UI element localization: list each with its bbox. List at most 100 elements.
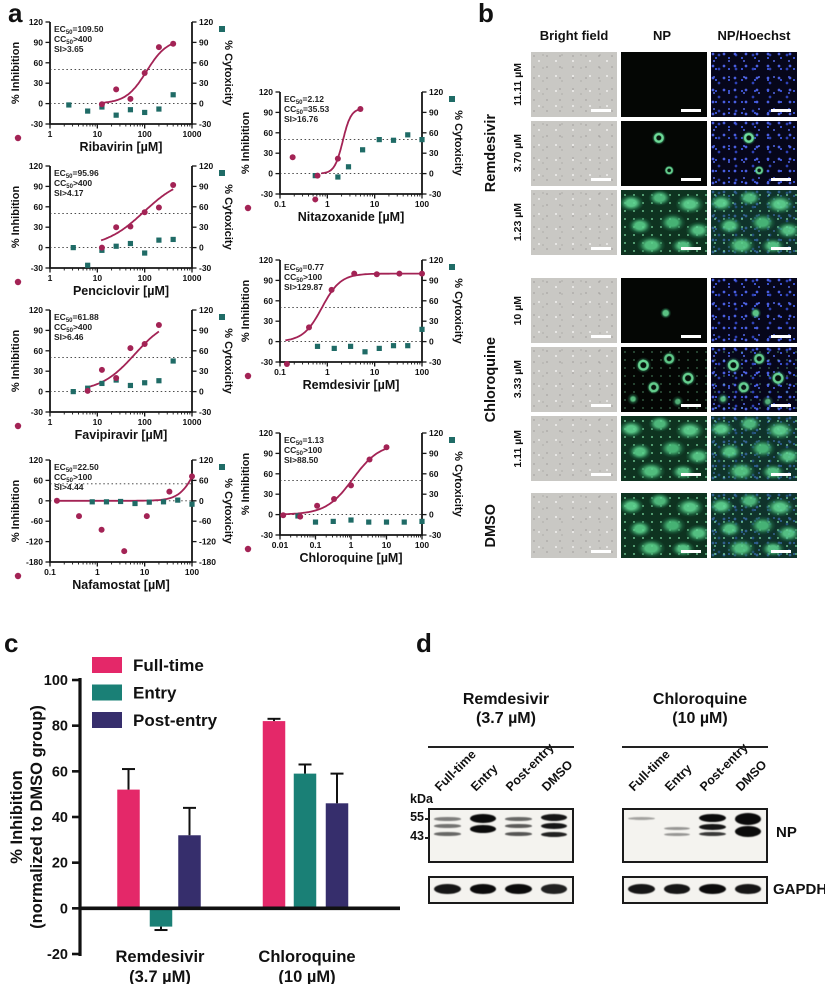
svg-text:CC50>400: CC50>400 [54, 34, 92, 46]
svg-text:120: 120 [259, 87, 273, 97]
gapdh-band [699, 884, 726, 894]
gapdh-band-label: GAPDH [773, 881, 825, 898]
svg-text:1: 1 [349, 540, 354, 550]
micro-cell-row4-brightfield [531, 347, 617, 412]
np-band [434, 824, 461, 828]
svg-text:(normalized to DMSO group): (normalized to DMSO group) [28, 705, 46, 929]
svg-text:10: 10 [382, 540, 392, 550]
svg-text:% Cytoxicity: % Cytoxicity [452, 278, 464, 344]
svg-text:60: 60 [34, 475, 44, 485]
svg-text:100: 100 [415, 199, 429, 209]
concentration-label: 11.11 µM [510, 52, 526, 117]
panel-b-col-header-1: NP [652, 28, 672, 43]
concentration-label: 10 µM [510, 278, 526, 343]
svg-text:120: 120 [199, 455, 213, 465]
micro-cell-row4-np-hoechst [711, 347, 797, 412]
svg-text:120: 120 [29, 161, 43, 171]
micro-cell-row2-brightfield [531, 190, 617, 255]
scale-bar [771, 473, 791, 476]
gapdh-band [628, 884, 655, 894]
svg-text:CC50=35.53: CC50=35.53 [284, 104, 329, 116]
micro-cell-row3-np [621, 278, 707, 343]
scale-bar [771, 550, 791, 553]
svg-text:120: 120 [259, 428, 273, 438]
panel-b-microscopy-grid: Bright field NP NP/Hoechst 11.11 µM 3.70 µM 1… [478, 0, 825, 575]
svg-text:% Inhibition: % Inhibition [8, 770, 26, 863]
svg-text:0: 0 [429, 510, 434, 520]
svg-text:10: 10 [93, 417, 103, 427]
scale-bar [771, 178, 791, 181]
svg-text:-20: -20 [47, 947, 68, 963]
np-band [505, 817, 532, 821]
svg-text:30: 30 [199, 78, 209, 88]
svg-text:120: 120 [29, 305, 43, 315]
svg-text:EC50=95.96: EC50=95.96 [54, 168, 99, 180]
fluorescence-overlay [711, 278, 797, 343]
np-band [434, 817, 461, 821]
svg-text:30: 30 [264, 316, 274, 326]
svg-text:0: 0 [268, 169, 273, 179]
svg-text:120: 120 [29, 17, 43, 27]
svg-text:EC50=61.88: EC50=61.88 [54, 312, 99, 324]
svg-text:1: 1 [48, 273, 53, 283]
gapdh-band [434, 884, 461, 894]
svg-text:10: 10 [93, 129, 103, 139]
svg-text:-120: -120 [26, 537, 43, 547]
svg-text:60: 60 [199, 202, 209, 212]
svg-text:% Cytoxicity: % Cytoxicity [222, 328, 234, 394]
svg-text:1: 1 [48, 129, 53, 139]
svg-text:0: 0 [429, 337, 434, 347]
svg-text:60: 60 [199, 346, 209, 356]
concentration-text: 1.23 µM [512, 203, 524, 242]
svg-text:100: 100 [138, 129, 152, 139]
svg-text:0: 0 [38, 496, 43, 506]
np-band [505, 832, 532, 836]
micro-cell-row3-np-hoechst [711, 278, 797, 343]
scale-bar [591, 109, 611, 112]
svg-text:Ribavirin [µM]: Ribavirin [µM] [80, 140, 163, 154]
svg-text:120: 120 [429, 87, 443, 97]
svg-text:60: 60 [429, 128, 439, 138]
concentration-label: 1.23 µM [510, 190, 526, 255]
svg-text:Remdesivir: Remdesivir [116, 948, 206, 966]
panel-b-group-remdesivir: Remdesivir [482, 52, 500, 255]
np-band-label: NP [776, 824, 797, 841]
svg-text:0: 0 [199, 387, 204, 397]
svg-text:30: 30 [429, 148, 439, 158]
concentration-text: 3.33 µM [512, 360, 524, 399]
svg-text:100: 100 [138, 273, 152, 283]
svg-text:100: 100 [415, 540, 429, 550]
svg-text:Favipiravir [µM]: Favipiravir [µM] [75, 428, 168, 442]
svg-text:0: 0 [199, 496, 204, 506]
svg-text:0.1: 0.1 [274, 367, 286, 377]
group-label-text: Chloroquine [483, 336, 499, 423]
svg-text:-30: -30 [199, 119, 212, 129]
micro-cell-row5-np [621, 416, 707, 481]
svg-text:SI>3.65: SI>3.65 [54, 44, 84, 54]
svg-text:-30: -30 [199, 407, 212, 417]
lane-label-entry: Entry [661, 761, 695, 794]
concentration-label: 3.70 µM [510, 121, 526, 186]
svg-text:Nitazoxanide [µM]: Nitazoxanide [µM] [298, 210, 405, 224]
svg-text:% Inhibition: % Inhibition [240, 280, 252, 343]
blot-title-line: (10 µM) [672, 710, 728, 727]
svg-text:30: 30 [34, 366, 44, 376]
np-band [663, 827, 690, 830]
gapdh-band [469, 884, 496, 894]
svg-text:0: 0 [268, 337, 273, 347]
blot-title-line: (3.7 µM) [476, 710, 536, 727]
micro-cell-row6-brightfield [531, 493, 617, 558]
svg-text:120: 120 [199, 17, 213, 27]
svg-text:SI>16.76: SI>16.76 [284, 114, 319, 124]
fluorescence-overlay [621, 493, 707, 558]
lane-label-entry: Entry [467, 761, 501, 794]
svg-text:0: 0 [38, 243, 43, 253]
gapdh-band [540, 884, 567, 894]
svg-text:0.1: 0.1 [274, 199, 286, 209]
svg-text:30: 30 [429, 489, 439, 499]
svg-text:30: 30 [34, 78, 44, 88]
svg-text:1: 1 [48, 417, 53, 427]
